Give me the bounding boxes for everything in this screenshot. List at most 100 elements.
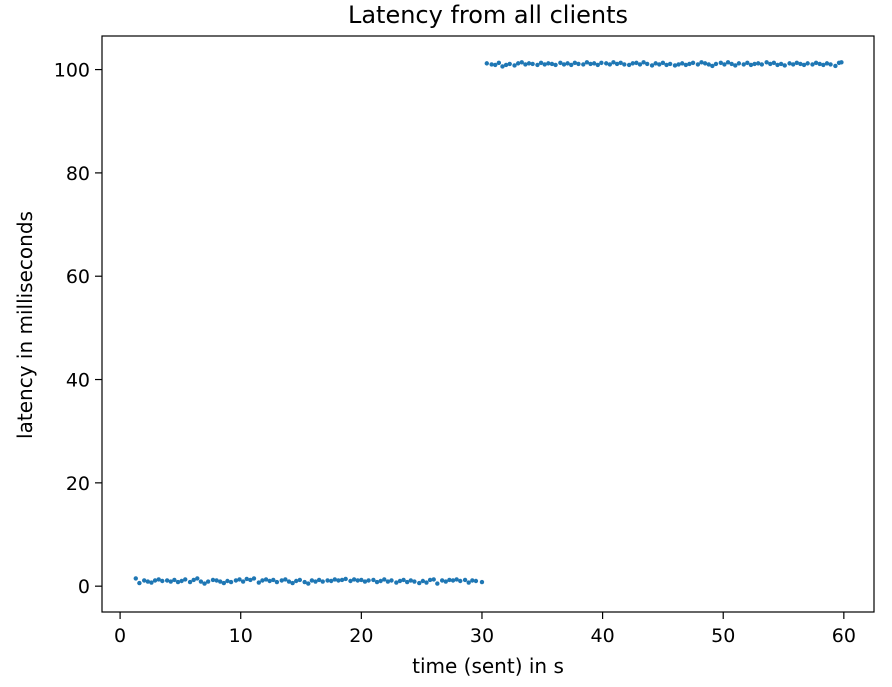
data-point (752, 61, 757, 67)
data-point (680, 61, 685, 66)
data-point (759, 62, 765, 67)
data-point (156, 577, 161, 582)
data-point (736, 61, 742, 66)
data-point (336, 578, 341, 583)
data-point (470, 578, 475, 583)
data-point (833, 63, 838, 69)
data-point (787, 61, 792, 66)
data-point (225, 578, 230, 584)
data-point (634, 60, 639, 66)
data-point (149, 580, 154, 585)
data-point (195, 576, 200, 581)
data-point (581, 62, 586, 67)
data-point (164, 578, 170, 583)
data-point (725, 60, 731, 65)
data-point (630, 61, 635, 66)
data-point (339, 577, 345, 583)
data-point (775, 62, 780, 68)
data-point (645, 61, 650, 67)
data-point (722, 62, 727, 67)
data-point (584, 60, 590, 65)
data-point (142, 578, 147, 583)
data-point (794, 60, 799, 66)
data-point (175, 579, 181, 585)
y-tick-label: 0 (78, 576, 90, 598)
data-point (401, 577, 406, 583)
data-point (664, 62, 669, 68)
data-point (657, 62, 662, 67)
data-point (366, 578, 371, 583)
data-point (205, 579, 211, 584)
data-point (572, 60, 578, 66)
data-point (137, 580, 142, 586)
data-point (672, 63, 678, 68)
data-point (702, 61, 708, 66)
data-point (695, 62, 701, 67)
data-point (133, 576, 138, 581)
data-point (512, 63, 517, 68)
plot-frame (101, 35, 875, 613)
data-point (611, 60, 616, 65)
y-tick-label: 20 (66, 473, 90, 495)
data-point (251, 576, 257, 581)
data-point (320, 579, 325, 584)
data-point (394, 580, 399, 585)
data-point (343, 576, 348, 582)
data-point (240, 579, 246, 584)
data-point (248, 577, 253, 583)
data-point (450, 578, 456, 583)
data-point (699, 60, 704, 65)
data-point (168, 579, 173, 584)
data-point (530, 61, 535, 67)
data-point (237, 577, 242, 582)
data-point (152, 578, 158, 583)
data-point (263, 577, 269, 582)
data-point (690, 60, 696, 66)
data-point (351, 577, 357, 582)
y-axis-ticks: 0 20 40 60 80 100 (54, 60, 102, 598)
data-point (473, 578, 479, 584)
data-point (458, 578, 463, 584)
data-point (283, 577, 288, 582)
data-point (479, 579, 485, 585)
data-point (824, 61, 830, 66)
data-point (782, 63, 787, 68)
data-point (748, 62, 754, 68)
x-tick-label: 0 (114, 625, 126, 647)
data-point (565, 61, 570, 66)
data-point (526, 61, 532, 66)
data-point (191, 577, 196, 583)
data-point (348, 578, 353, 584)
data-point (382, 577, 387, 582)
data-point (427, 577, 433, 583)
data-point (385, 579, 391, 584)
data-point (604, 61, 609, 66)
data-point (290, 580, 295, 586)
y-axis-label: latency in milliseconds (13, 211, 37, 439)
data-point (198, 579, 204, 584)
data-point (817, 61, 822, 67)
data-point (435, 581, 440, 586)
data-point (523, 62, 528, 67)
data-point (553, 62, 558, 68)
chart-title: Latency from all clients (348, 1, 628, 29)
data-point (507, 61, 512, 67)
x-tick-label: 10 (229, 625, 253, 647)
data-point (591, 61, 597, 66)
data-point (187, 579, 193, 585)
data-point (371, 577, 376, 583)
data-point (535, 62, 540, 68)
x-axis-ticks: 0 10 20 30 40 50 60 (114, 612, 856, 647)
data-point (408, 578, 413, 583)
data-point (145, 579, 151, 584)
data-point (286, 579, 292, 584)
data-point (710, 63, 715, 69)
data-point (764, 60, 769, 65)
data-point (607, 62, 613, 67)
data-point (821, 62, 826, 68)
data-point (713, 61, 719, 67)
data-point (420, 578, 426, 584)
data-point (558, 60, 563, 66)
data-point (637, 62, 643, 67)
